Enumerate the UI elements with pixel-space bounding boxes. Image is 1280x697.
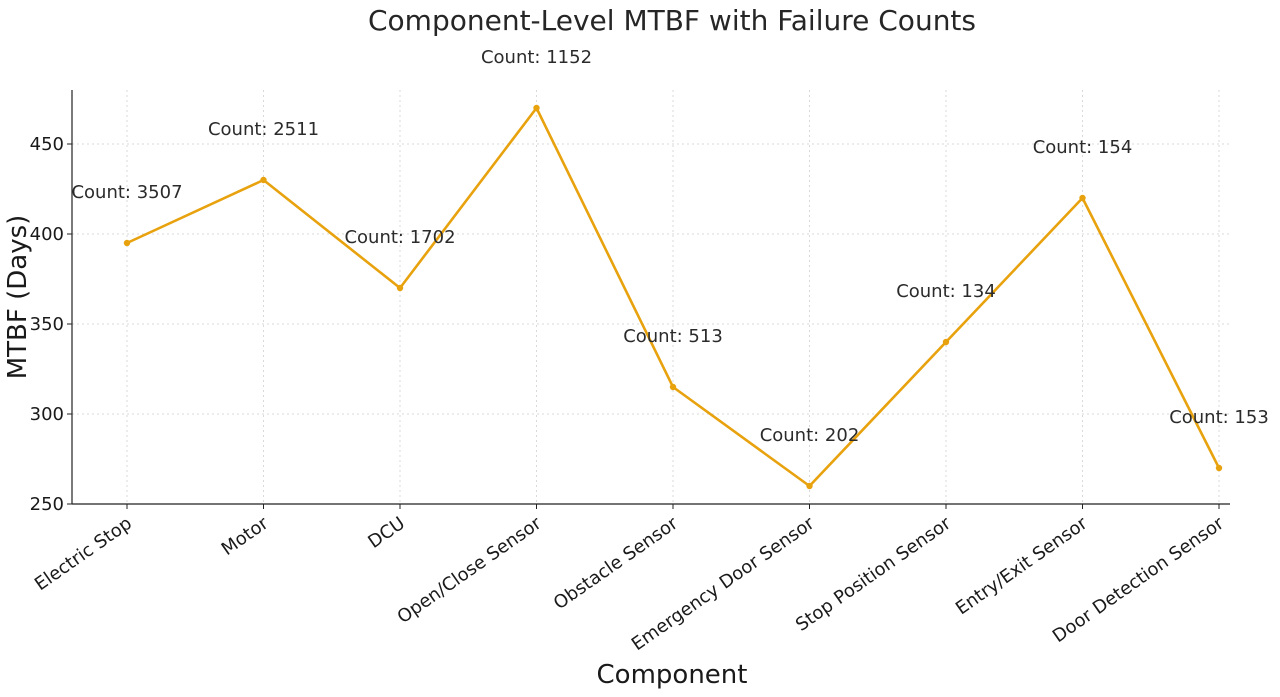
data-point (669, 383, 677, 391)
count-annotation: Count: 154 (1033, 137, 1133, 158)
series (123, 104, 1223, 490)
data-point (942, 338, 950, 346)
y-tick-label: 300 (30, 404, 64, 425)
axes (71, 90, 1230, 505)
y-tick-label: 450 (30, 134, 64, 155)
count-annotation: Count: 513 (623, 326, 723, 347)
y-tick-label: 400 (30, 224, 64, 245)
x-tick-label: Motor (218, 513, 273, 560)
x-tick-label: DCU (364, 513, 408, 553)
data-point (533, 104, 540, 112)
count-annotation: Count: 134 (896, 281, 996, 302)
data-point (1079, 194, 1086, 202)
count-annotation: Count: 202 (760, 425, 860, 446)
x-tick-label: Entry/Exit Sensor (952, 513, 1092, 620)
count-annotation: Count: 2511 (208, 119, 319, 140)
x-tick-label: Electric Stop (31, 513, 136, 595)
annotations: Count: 3507 Count: 2511 Count: 1702 Count: … (71, 47, 1268, 446)
chart-title: Component-Level MTBF with Failure Counts (368, 4, 976, 37)
count-annotation: Count: 153 (1169, 407, 1269, 428)
y-ticks: 250 300 350 400 450 (30, 134, 72, 515)
count-annotation: Count: 1702 (344, 227, 455, 248)
x-tick-label: Open/Close Sensor (394, 513, 546, 628)
count-annotation: Count: 1152 (481, 47, 592, 68)
x-tick-label: Obstacle Sensor (550, 513, 683, 615)
data-point (123, 239, 131, 247)
x-axis-label: Component (597, 660, 748, 690)
data-point (806, 482, 813, 490)
data-point (396, 284, 404, 292)
y-axis-label: MTBF (Days) (3, 215, 33, 380)
y-tick-label: 350 (30, 314, 64, 335)
count-annotation: Count: 3507 (71, 182, 182, 203)
data-point (1215, 464, 1223, 472)
y-tick-label: 250 (30, 494, 64, 515)
data-point (260, 176, 267, 184)
